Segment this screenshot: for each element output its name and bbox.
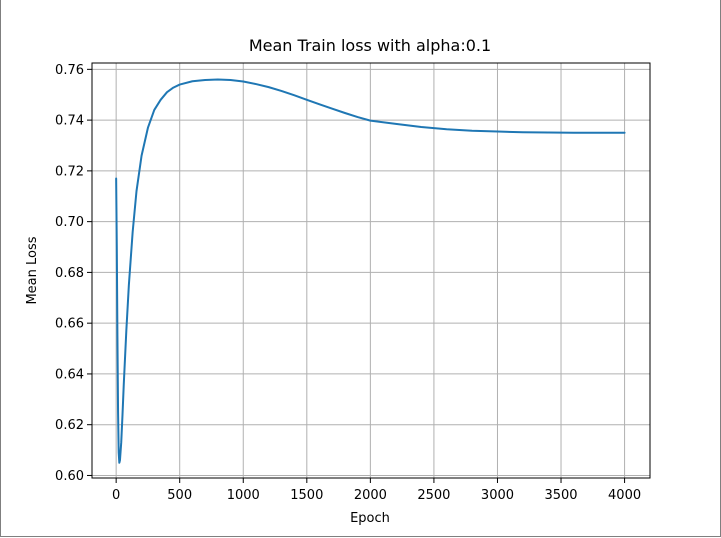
x-tick-label: 1000 <box>227 488 260 503</box>
y-tick-label: 0.66 <box>55 317 84 332</box>
x-tick-label: 3000 <box>481 488 514 503</box>
x-tick-label: 3500 <box>544 488 577 503</box>
x-tick-label: 2500 <box>417 488 450 503</box>
y-tick-labels: 0.60 0.62 0.64 0.66 0.68 0.70 0.72 0.74 0.76 <box>55 63 84 484</box>
tick-marks <box>87 68 626 483</box>
grid-lines <box>92 63 650 478</box>
x-tick-label: 2000 <box>354 488 387 503</box>
loss-series-line <box>115 78 626 464</box>
x-tick-label: 1500 <box>290 488 323 503</box>
x-tick-labels: 0 500 1000 1500 2000 2500 3000 3500 4000 <box>112 488 641 503</box>
x-tick-label: 0 <box>112 488 120 503</box>
y-tick-label: 0.76 <box>55 63 84 78</box>
chart-title: Mean Train loss with alpha:0.1 <box>249 36 491 55</box>
x-tick-label: 500 <box>167 488 192 503</box>
y-tick-label: 0.72 <box>55 164 84 179</box>
y-axis-label: Mean Loss <box>25 236 40 304</box>
x-axis-label: Epoch <box>350 511 390 526</box>
y-tick-label: 0.64 <box>55 367 84 382</box>
plot-area-border <box>91 62 651 479</box>
y-tick-label: 0.74 <box>55 114 84 129</box>
y-tick-label: 0.68 <box>55 266 84 281</box>
x-tick-label: 4000 <box>608 488 641 503</box>
y-tick-label: 0.70 <box>55 215 84 230</box>
series-layer <box>115 78 626 464</box>
y-tick-label: 0.62 <box>55 418 84 433</box>
y-tick-label: 0.60 <box>55 469 84 484</box>
